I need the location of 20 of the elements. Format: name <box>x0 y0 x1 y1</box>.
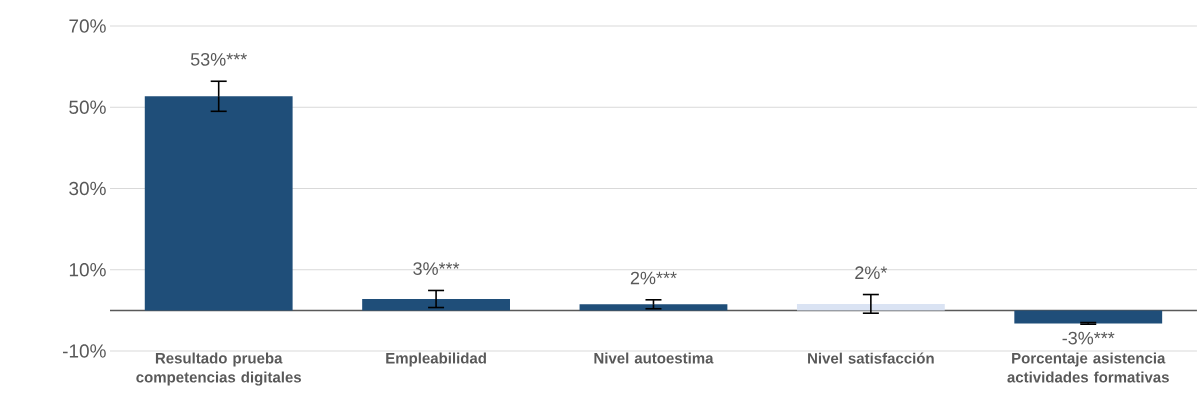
x-tick-label: Nivel satisfacción <box>808 352 934 364</box>
bar <box>362 299 510 311</box>
bar <box>579 304 728 311</box>
x-tick-label: Empleabilidad <box>386 352 486 367</box>
x-tick-label: Resultado prueba competencias digitales <box>136 352 302 386</box>
y-tick-label: 70% <box>69 19 106 33</box>
y-tick-label: 30% <box>69 181 106 196</box>
y-tick-label: 50% <box>69 100 106 114</box>
data-label: 53%*** <box>190 53 247 66</box>
bar <box>796 303 945 311</box>
x-tick-label: Nivel autoestima <box>594 352 714 364</box>
x-tick-label: Porcentaje asistencia actividades formativas <box>1007 352 1169 383</box>
data-label: -3%*** <box>1062 331 1115 345</box>
y-tick-label: 10% <box>69 263 106 277</box>
data-label: 2%* <box>855 266 888 280</box>
data-label: 2%*** <box>630 271 677 285</box>
y-tick-label: -10% <box>62 344 106 358</box>
data-label: 3%*** <box>413 262 460 275</box>
bar <box>1014 310 1163 324</box>
bar <box>144 96 293 311</box>
